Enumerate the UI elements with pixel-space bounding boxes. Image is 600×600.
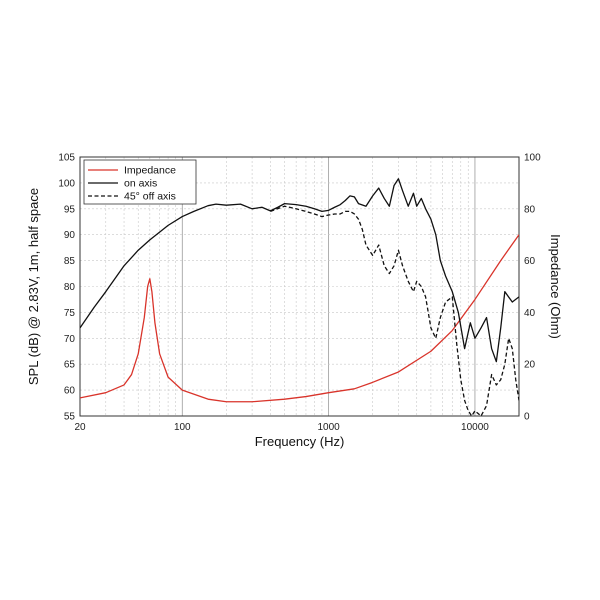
impedance-line bbox=[80, 234, 519, 403]
y-tick-label: 100 bbox=[58, 178, 75, 189]
y-axis-label: SPL (dB) @ 2.83V, 1m, half space bbox=[26, 188, 41, 385]
on-axis-line bbox=[80, 178, 519, 363]
legend: Impedance on axis 45° off axis bbox=[83, 159, 197, 205]
y2-tick-label: 40 bbox=[524, 308, 536, 319]
plot-frame bbox=[79, 156, 520, 417]
legend-label-impedance: Impedance bbox=[124, 165, 176, 177]
y2-tick-label: 20 bbox=[524, 360, 536, 371]
y-tick-label: 65 bbox=[64, 360, 76, 371]
tick-labels: 20 100 1000 10000 55 60 65 70 75 80 85 90 95 100 105 0 2… bbox=[58, 153, 541, 434]
x-axis-label: Frequency (Hz) bbox=[255, 434, 345, 449]
y-tick-label: 95 bbox=[64, 204, 76, 215]
series-lines bbox=[80, 178, 519, 416]
legend-box bbox=[83, 159, 197, 205]
y2-tick-label: 80 bbox=[524, 204, 536, 215]
legend-label-off-axis: 45° off axis bbox=[124, 191, 176, 203]
y-tick-label: 90 bbox=[64, 230, 76, 241]
off-axis-45-line bbox=[270, 205, 519, 416]
y-tick-label: 55 bbox=[64, 412, 76, 423]
y2-tick-label: 0 bbox=[524, 412, 530, 423]
y2-tick-label: 100 bbox=[524, 153, 541, 164]
x-tick-label: 20 bbox=[74, 422, 86, 433]
x-tick-label: 10000 bbox=[461, 422, 489, 433]
y-tick-label: 105 bbox=[58, 153, 75, 164]
y-tick-label: 75 bbox=[64, 308, 76, 319]
y2-axis-label: Impedance (Ohm) bbox=[548, 234, 563, 339]
y2-tick-label: 60 bbox=[524, 256, 536, 267]
y-tick-label: 80 bbox=[64, 282, 76, 293]
y-tick-label: 85 bbox=[64, 256, 76, 267]
x-tick-label: 1000 bbox=[317, 422, 340, 433]
y-tick-label: 60 bbox=[64, 386, 76, 397]
legend-label-on-axis: on axis bbox=[124, 178, 157, 190]
x-tick-label: 100 bbox=[174, 422, 191, 433]
y-tick-label: 70 bbox=[64, 334, 76, 345]
